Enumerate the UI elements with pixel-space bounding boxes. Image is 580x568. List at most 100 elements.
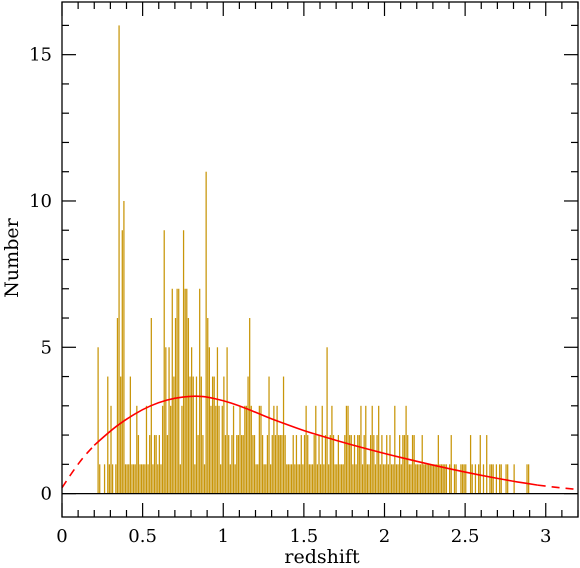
histogram-bar	[323, 464, 325, 494]
model-curve-dashed-low	[61, 444, 95, 489]
histogram-bar	[160, 464, 162, 494]
histogram-bar	[229, 464, 231, 494]
histogram-bar	[131, 464, 133, 494]
histogram-bar	[453, 464, 456, 494]
histogram-bar	[474, 464, 477, 494]
histogram-bar	[244, 405, 246, 494]
histogram-bar	[186, 288, 188, 494]
histogram-bar	[232, 405, 235, 494]
histogram-bar	[334, 464, 336, 494]
histogram-bar	[310, 464, 312, 494]
histogram-bar	[120, 376, 122, 494]
histogram-bar	[431, 464, 433, 494]
histogram-bar	[355, 464, 357, 494]
histogram-bar	[324, 435, 327, 494]
histogram-bar	[361, 464, 364, 494]
histogram-bar	[265, 464, 267, 494]
histogram-bar	[478, 464, 480, 494]
x-axis-title: redshift	[284, 546, 360, 568]
y-tick-label: 0	[41, 484, 52, 505]
histogram-bar	[408, 464, 410, 494]
histogram-bar	[424, 464, 427, 494]
x-tick-label: 1	[218, 526, 229, 547]
histogram-bar	[318, 435, 320, 494]
histogram-bar	[381, 435, 383, 494]
histogram-bar	[257, 464, 259, 494]
histogram-bar	[268, 376, 270, 494]
histogram-bar	[379, 464, 381, 494]
histogram-bar	[218, 405, 220, 494]
histogram-bar	[423, 464, 425, 494]
histogram-bar	[350, 435, 352, 494]
histogram-bar	[316, 464, 319, 494]
histogram-bar	[207, 318, 209, 494]
histogram-bar	[228, 435, 230, 494]
histogram-bar	[368, 464, 370, 494]
histogram-bar	[170, 405, 172, 494]
histogram-bar	[465, 464, 467, 494]
histogram-bar	[116, 318, 119, 494]
histogram-bar	[387, 464, 389, 494]
histogram-bar	[242, 435, 244, 494]
histogram-bar	[482, 464, 485, 494]
histogram-bar	[442, 464, 444, 494]
histogram-bar	[108, 464, 111, 494]
histogram-bar	[444, 464, 446, 494]
histogram-bar	[289, 464, 291, 494]
x-tick-label: 3	[540, 526, 551, 547]
histogram-bar	[149, 435, 151, 494]
histogram-bar	[416, 464, 419, 494]
histogram-bar	[365, 405, 367, 494]
histogram-bar	[126, 464, 128, 494]
histogram-bar	[224, 435, 227, 494]
histogram-bar	[273, 405, 275, 494]
histogram-bar	[295, 435, 298, 494]
histogram-bar	[299, 464, 301, 494]
histogram-bar	[347, 405, 349, 494]
histogram-bar	[121, 230, 123, 494]
histogram-bar	[221, 405, 223, 494]
histogram-bar	[340, 464, 343, 494]
histogram-bar	[258, 405, 260, 494]
histogram-bar	[274, 435, 277, 494]
histogram-bar	[182, 230, 185, 494]
histogram-bar	[415, 464, 417, 494]
histogram-bar	[153, 435, 156, 494]
x-tick-label: 0.5	[128, 526, 157, 547]
histogram-bar	[428, 464, 430, 494]
histogram-bar	[407, 435, 409, 494]
histogram-bar	[260, 405, 262, 494]
histogram-bar	[234, 464, 236, 494]
histogram-bar	[353, 435, 356, 494]
histogram-bar	[419, 464, 422, 494]
histogram-bar	[231, 435, 233, 494]
histogram-bar	[358, 435, 360, 494]
histogram-bar	[245, 405, 248, 494]
histogram-bar	[331, 405, 333, 494]
histogram-bar	[389, 435, 391, 494]
histogram-bar	[128, 464, 130, 494]
histogram-bar	[155, 435, 157, 494]
histogram-bar	[253, 435, 256, 494]
histogram-bar	[189, 376, 191, 494]
histogram-bar	[460, 464, 462, 494]
histogram-bar	[178, 288, 180, 494]
histogram-bar	[395, 464, 398, 494]
histogram-bar	[215, 405, 217, 494]
histogram-bar	[394, 405, 396, 494]
histogram-bar	[134, 464, 136, 494]
histogram-bar	[507, 464, 509, 494]
histogram-bar	[249, 318, 251, 494]
model-curve-dashed-high	[537, 484, 579, 491]
histogram-bar	[303, 435, 306, 494]
histogram-bar	[374, 464, 377, 494]
histogram-bar	[437, 435, 439, 494]
histogram-bar	[489, 464, 491, 494]
histogram-bar	[211, 376, 214, 494]
histogram-bar	[378, 405, 380, 494]
histogram-bar	[208, 347, 210, 494]
plot-frame	[61, 1, 579, 518]
histogram-bar	[118, 25, 120, 494]
histogram-bar	[413, 435, 415, 494]
histogram-bar	[390, 464, 393, 494]
